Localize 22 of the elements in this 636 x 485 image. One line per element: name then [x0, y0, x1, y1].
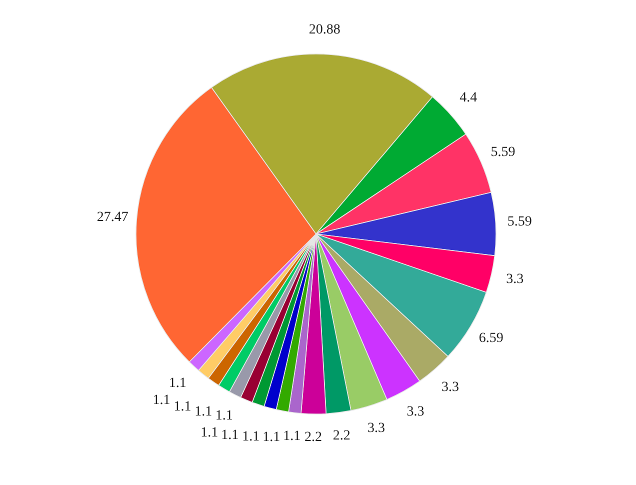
data-label: 3.3: [368, 421, 386, 436]
data-label: 3.3: [506, 272, 524, 287]
data-label: 3.3: [406, 404, 424, 420]
data-label: 2.2: [304, 430, 322, 446]
data-label: 1.1: [174, 399, 192, 414]
data-label: 20.88: [308, 22, 340, 38]
data-label: 1.1: [221, 428, 239, 444]
data-label: 6.59: [478, 330, 504, 346]
data-label: 5.59: [490, 144, 516, 160]
data-label: 1.1: [168, 376, 186, 392]
data-label: 1.1: [200, 425, 218, 440]
data-label: 27.47: [96, 210, 128, 225]
data-label: 3.3: [442, 380, 460, 395]
data-label: 1.1: [194, 404, 212, 420]
data-label: 1.1: [152, 393, 170, 408]
data-label: 1.1: [283, 428, 301, 444]
data-label: 4.4: [460, 90, 478, 106]
data-label: 1.1: [242, 430, 260, 445]
data-label: 5.59: [507, 214, 532, 230]
data-label: 2.2: [332, 428, 350, 444]
data-label: 1.1: [262, 430, 280, 445]
data-label: 1.1: [215, 408, 233, 424]
